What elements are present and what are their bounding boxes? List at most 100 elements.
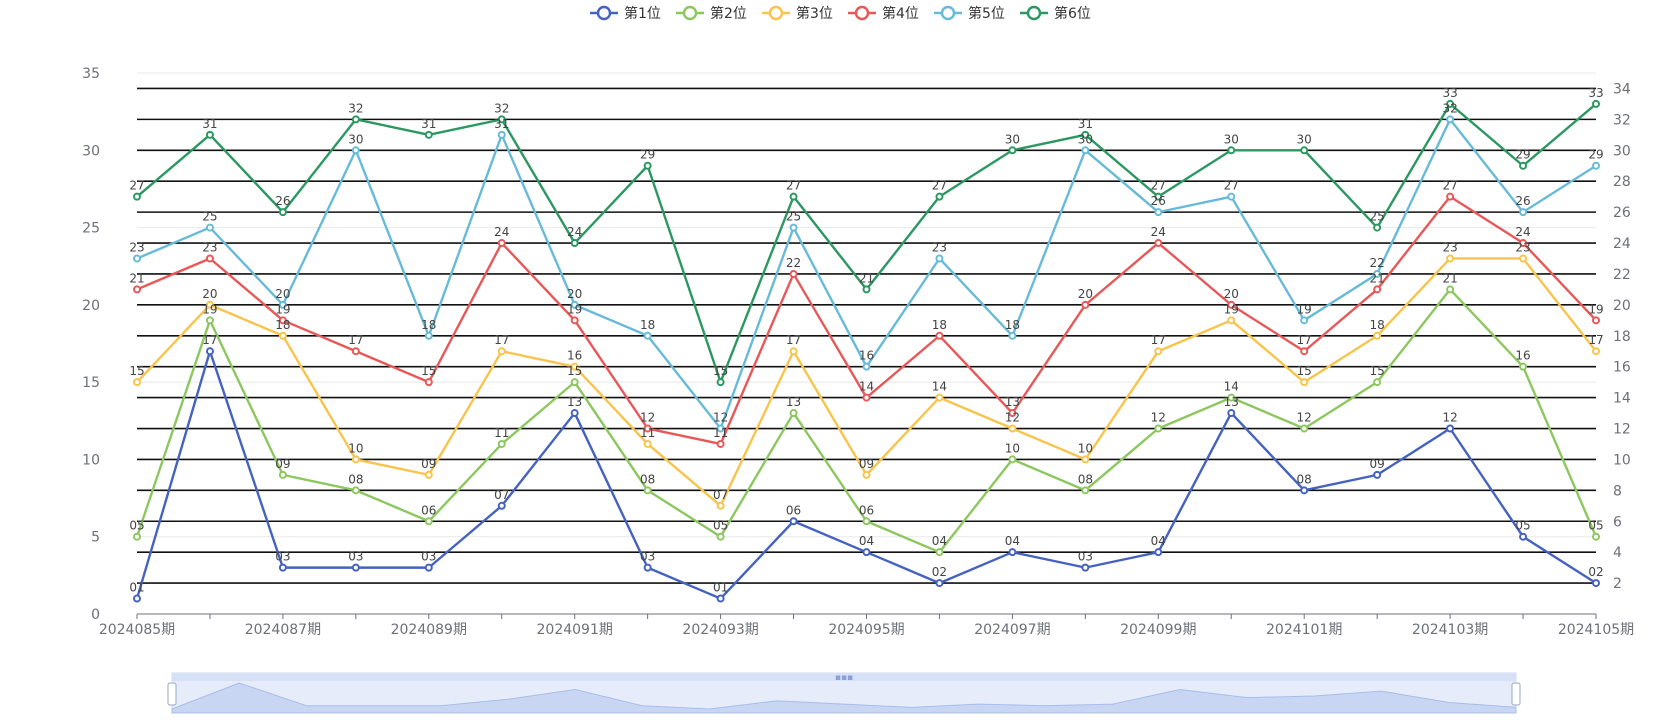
data-point[interactable] bbox=[1081, 563, 1090, 572]
data-point[interactable] bbox=[424, 470, 433, 479]
data-point[interactable] bbox=[1227, 192, 1236, 201]
data-point[interactable] bbox=[1227, 393, 1236, 402]
data-point[interactable] bbox=[1446, 99, 1455, 108]
data-point[interactable] bbox=[1300, 347, 1309, 356]
data-point[interactable] bbox=[497, 501, 506, 510]
data-point[interactable] bbox=[205, 300, 214, 309]
data-point[interactable] bbox=[1592, 99, 1600, 108]
data-point[interactable] bbox=[935, 331, 944, 340]
data-point[interactable] bbox=[862, 517, 871, 526]
data-point[interactable] bbox=[1592, 579, 1600, 588]
data-point[interactable] bbox=[1373, 470, 1382, 479]
data-point[interactable] bbox=[133, 532, 141, 541]
data-point[interactable] bbox=[351, 455, 360, 464]
data-point[interactable] bbox=[1373, 269, 1382, 278]
data-point[interactable] bbox=[351, 486, 360, 495]
data-point[interactable] bbox=[1154, 239, 1163, 248]
data-point[interactable] bbox=[1519, 532, 1528, 541]
data-point[interactable] bbox=[716, 594, 725, 603]
data-point[interactable] bbox=[1300, 486, 1309, 495]
data-point[interactable] bbox=[643, 486, 652, 495]
data-point[interactable] bbox=[133, 192, 141, 201]
data-point[interactable] bbox=[643, 331, 652, 340]
data-point[interactable] bbox=[351, 115, 360, 124]
data-point[interactable] bbox=[133, 285, 141, 294]
data-point[interactable] bbox=[570, 239, 579, 248]
data-point[interactable] bbox=[351, 146, 360, 155]
data-point[interactable] bbox=[935, 192, 944, 201]
data-point[interactable] bbox=[205, 254, 214, 263]
data-point[interactable] bbox=[278, 470, 287, 479]
data-point[interactable] bbox=[1373, 223, 1382, 232]
data-point[interactable] bbox=[862, 285, 871, 294]
data-point[interactable] bbox=[1154, 347, 1163, 356]
data-point[interactable] bbox=[205, 347, 214, 356]
data-point[interactable] bbox=[789, 269, 798, 278]
data-point[interactable] bbox=[1227, 300, 1236, 309]
legend-item-5[interactable]: 第5位 bbox=[934, 5, 1005, 22]
zoom-move-bar[interactable] bbox=[172, 673, 1516, 681]
data-point[interactable] bbox=[1519, 362, 1528, 371]
data-point[interactable] bbox=[497, 130, 506, 139]
data-point[interactable] bbox=[789, 223, 798, 232]
data-point[interactable] bbox=[205, 223, 214, 232]
data-point[interactable] bbox=[570, 409, 579, 418]
legend-item-1[interactable]: 第1位 bbox=[590, 5, 661, 22]
data-point[interactable] bbox=[789, 517, 798, 526]
data-point[interactable] bbox=[716, 501, 725, 510]
data-point[interactable] bbox=[935, 548, 944, 557]
data-point[interactable] bbox=[1227, 316, 1236, 325]
data-point[interactable] bbox=[1446, 285, 1455, 294]
data-point[interactable] bbox=[1519, 254, 1528, 263]
data-point[interactable] bbox=[1081, 146, 1090, 155]
data-point[interactable] bbox=[205, 316, 214, 325]
data-point[interactable] bbox=[1373, 285, 1382, 294]
data-point[interactable] bbox=[716, 532, 725, 541]
data-point[interactable] bbox=[497, 439, 506, 448]
data-point[interactable] bbox=[1081, 486, 1090, 495]
data-point[interactable] bbox=[133, 378, 141, 387]
data-point[interactable] bbox=[1592, 316, 1600, 325]
data-point[interactable] bbox=[862, 470, 871, 479]
data-point[interactable] bbox=[1081, 300, 1090, 309]
data-point[interactable] bbox=[1008, 548, 1017, 557]
zoom-handle-right[interactable] bbox=[1511, 682, 1521, 706]
data-point[interactable] bbox=[424, 563, 433, 572]
legend-item-3[interactable]: 第3位 bbox=[762, 5, 833, 22]
data-point[interactable] bbox=[1154, 548, 1163, 557]
data-point[interactable] bbox=[1154, 192, 1163, 201]
data-point[interactable] bbox=[1373, 331, 1382, 340]
data-point[interactable] bbox=[1154, 208, 1163, 217]
data-point[interactable] bbox=[643, 563, 652, 572]
data-point[interactable] bbox=[1008, 409, 1017, 418]
data-point[interactable] bbox=[278, 316, 287, 325]
data-point[interactable] bbox=[1081, 455, 1090, 464]
data-point[interactable] bbox=[1300, 146, 1309, 155]
data-point[interactable] bbox=[643, 424, 652, 433]
data-point[interactable] bbox=[1008, 455, 1017, 464]
data-point[interactable] bbox=[278, 300, 287, 309]
data-point[interactable] bbox=[1300, 378, 1309, 387]
data-point[interactable] bbox=[424, 378, 433, 387]
data-point[interactable] bbox=[1227, 146, 1236, 155]
legend-item-2[interactable]: 第2位 bbox=[676, 5, 747, 22]
data-point[interactable] bbox=[1592, 532, 1600, 541]
data-point[interactable] bbox=[1300, 316, 1309, 325]
data-point[interactable] bbox=[716, 439, 725, 448]
data-point[interactable] bbox=[935, 254, 944, 263]
data-zoom-slider[interactable]: ▪▪▪ bbox=[167, 672, 1521, 714]
data-point[interactable] bbox=[497, 115, 506, 124]
data-point[interactable] bbox=[789, 409, 798, 418]
data-point[interactable] bbox=[278, 331, 287, 340]
data-point[interactable] bbox=[862, 548, 871, 557]
data-point[interactable] bbox=[789, 192, 798, 201]
data-point[interactable] bbox=[424, 130, 433, 139]
data-point[interactable] bbox=[351, 347, 360, 356]
data-point[interactable] bbox=[935, 393, 944, 402]
data-point[interactable] bbox=[716, 424, 725, 433]
data-point[interactable] bbox=[1446, 254, 1455, 263]
data-point[interactable] bbox=[1446, 424, 1455, 433]
data-point[interactable] bbox=[1519, 161, 1528, 170]
data-point[interactable] bbox=[935, 579, 944, 588]
data-point[interactable] bbox=[424, 331, 433, 340]
